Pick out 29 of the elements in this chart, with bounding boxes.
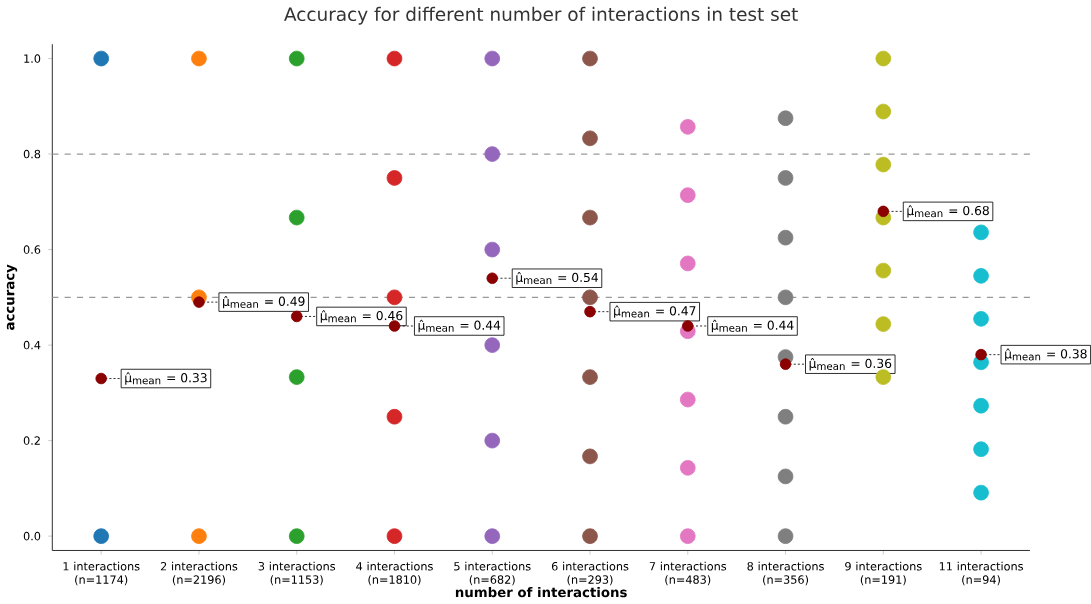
x-tick-label: 5 interactions (n=682) bbox=[454, 561, 531, 586]
chart-title: Accuracy for different number of interactions in test set bbox=[284, 6, 798, 25]
y-tick-label: 0.4 bbox=[23, 340, 41, 350]
annotation: μ̂$_{mean}$ = 0.54 bbox=[516, 272, 598, 285]
x-tick-label: 1 interactions (n=1174) bbox=[63, 561, 140, 586]
annotation: μ̂$_{mean}$ = 0.38 bbox=[1005, 348, 1087, 361]
annotation: μ̂$_{mean}$ = 0.44 bbox=[418, 319, 501, 333]
annotation: μ̂$_{mean}$ = 0.49 bbox=[223, 295, 305, 309]
y-axis-title: accuracy bbox=[6, 264, 18, 330]
y-tick-label: 0.6 bbox=[23, 245, 41, 254]
x-tick-label: 2 interactions (n=2196) bbox=[160, 561, 238, 586]
y-tick-label: 1.0 bbox=[24, 54, 41, 63]
x-axis-title: number of interactions bbox=[455, 586, 627, 598]
x-tick-label: 11 interactions (n=94) bbox=[939, 561, 1023, 586]
annotation: μ̂$_{mean}$ = 0.47 bbox=[614, 305, 696, 318]
annotation: μ̂$_{mean}$ = 0.68 bbox=[907, 205, 989, 218]
y-tick-label: 0.2 bbox=[23, 436, 40, 445]
x-tick-label: 6 interactions (n=293) bbox=[551, 561, 629, 586]
x-tick-label: 4 interactions (n=1810) bbox=[356, 561, 433, 586]
annotation: μ̂$_{mean}$ = 0.33 bbox=[125, 372, 207, 385]
x-tick-label: 7 interactions (n=483) bbox=[649, 561, 727, 586]
x-tick-label: 9 interactions (n=191) bbox=[845, 561, 922, 586]
annotation: μ̂$_{mean}$ = 0.36 bbox=[809, 357, 892, 371]
annotation: μ̂$_{mean}$ = 0.44 bbox=[711, 319, 794, 333]
x-tick-label: 3 interactions (n=1153) bbox=[258, 561, 336, 586]
y-tick-label: 0.0 bbox=[23, 531, 41, 541]
annotation: μ̂$_{mean}$ = 0.46 bbox=[320, 310, 403, 323]
x-tick-label: 8 interactions (n=356) bbox=[747, 561, 824, 586]
y-tick-label: 0.8 bbox=[23, 149, 41, 159]
